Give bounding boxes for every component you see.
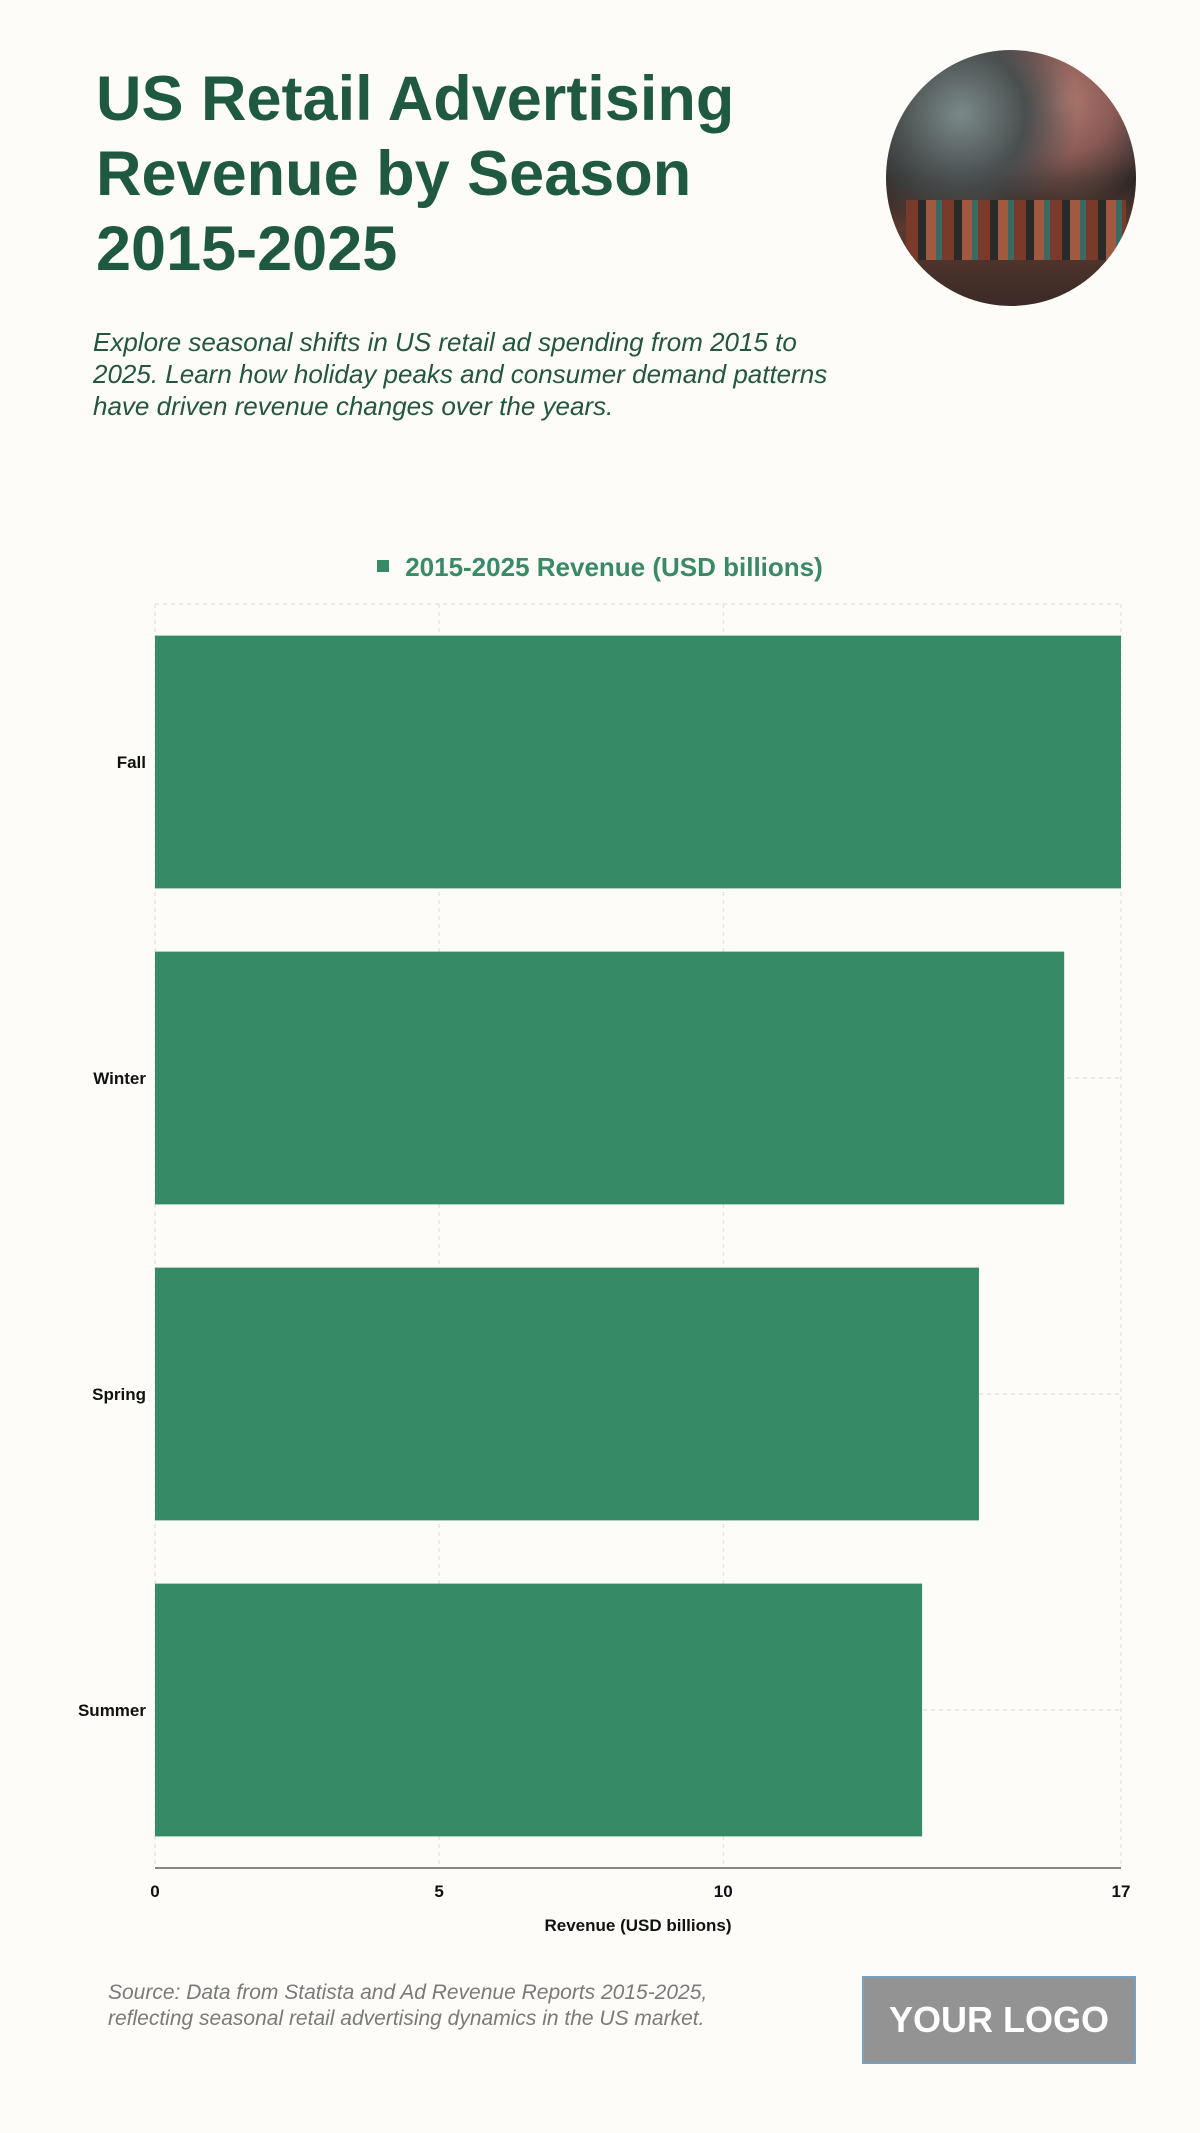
x-tick-label: 0	[150, 1882, 159, 1901]
x-axis-label: Revenue (USD billions)	[544, 1916, 732, 1935]
y-tick-label: Summer	[78, 1701, 146, 1720]
page-subtitle: Explore seasonal shifts in US retail ad …	[93, 327, 828, 421]
bar-chart: 0 5 10 17 Fall Winter Spring Summer	[78, 603, 1131, 1901]
bar-fall	[155, 635, 1121, 889]
retail-store-photo	[886, 50, 1136, 306]
legend-swatch	[377, 560, 390, 573]
bar-summer	[155, 1583, 923, 1837]
legend-label: 2015-2025 Revenue (USD billions)	[405, 552, 823, 582]
page-title: US Retail Advertising Revenue by Season …	[96, 64, 735, 284]
bar-spring	[155, 1267, 979, 1521]
y-tick-label: Winter	[93, 1069, 146, 1088]
x-tick-label: 17	[1112, 1882, 1131, 1901]
bar-winter	[155, 951, 1065, 1205]
logo-placeholder: YOUR LOGO	[862, 1976, 1136, 2064]
source-note: Source: Data from Statista and Ad Revenu…	[108, 1981, 708, 2030]
y-tick-label: Fall	[117, 753, 146, 772]
y-tick-label: Spring	[92, 1385, 146, 1404]
x-tick-label: 10	[714, 1882, 733, 1901]
x-tick-label: 5	[434, 1882, 443, 1901]
chart-legend: 2015-2025 Revenue (USD billions)	[0, 552, 1200, 583]
